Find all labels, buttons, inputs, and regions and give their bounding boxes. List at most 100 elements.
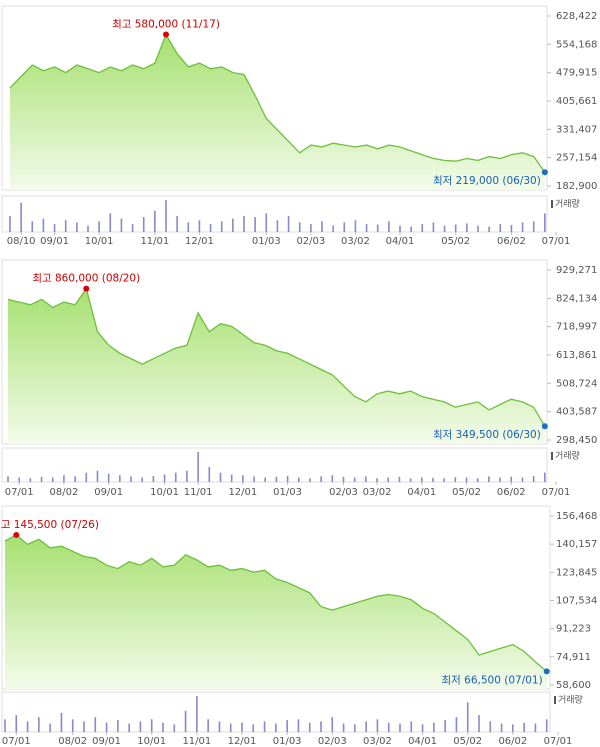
- x-tick-label: 01/03: [252, 236, 281, 247]
- y-tick-label: 58,600: [556, 680, 591, 691]
- volume-bar: [320, 721, 322, 732]
- volume-bar: [309, 478, 311, 482]
- volume-bar: [263, 721, 266, 732]
- volume-bar: [320, 476, 322, 482]
- volume-bar: [76, 222, 78, 232]
- x-tick-label: 05/02: [441, 236, 470, 247]
- volume-bar: [243, 216, 245, 232]
- volume-bar: [521, 477, 524, 482]
- volume-bar: [321, 221, 323, 232]
- high-marker: [163, 31, 169, 38]
- volume-bar: [287, 216, 290, 232]
- volume-label: 거래량: [555, 450, 580, 462]
- volume-bar: [432, 222, 435, 232]
- low-label: 최저 219,000 (06/30): [433, 175, 541, 187]
- x-tick-label: 01/03: [273, 487, 302, 498]
- volume-bar: [163, 474, 166, 482]
- volume-icon: [551, 200, 553, 208]
- volume-bar: [26, 721, 29, 732]
- volume-bar: [510, 225, 513, 232]
- volume-bar: [476, 478, 479, 482]
- volume-bar: [342, 723, 345, 732]
- volume-bar: [120, 218, 123, 232]
- volume-bar: [71, 719, 74, 732]
- volume-bar: [421, 724, 424, 732]
- volume-bar: [31, 221, 34, 232]
- volume-bar: [128, 723, 130, 732]
- volume-bar: [7, 476, 9, 482]
- volume-bar: [534, 723, 537, 732]
- price-line: [9, 33, 546, 173]
- volume-bar: [466, 702, 469, 732]
- volume-bar: [532, 221, 535, 232]
- volume-bar: [286, 476, 289, 482]
- volume-bar: [433, 722, 435, 732]
- volume-bar: [196, 696, 198, 732]
- volume-bar: [376, 478, 378, 482]
- volume-bar: [488, 476, 490, 482]
- x-tick-label: 09/01: [92, 736, 121, 747]
- y-tick-label: 929,271: [556, 265, 597, 276]
- price-line: [4, 534, 548, 672]
- x-tick-label: 08/02: [50, 487, 79, 498]
- volume-bar: [241, 722, 243, 732]
- volume-bar: [107, 473, 110, 482]
- volume-bar: [209, 224, 212, 232]
- volume-bar: [532, 476, 535, 482]
- volume-bar: [265, 213, 268, 232]
- volume-bar: [365, 721, 367, 732]
- volume-bar: [297, 477, 300, 482]
- x-tick-label: 11/01: [182, 736, 211, 747]
- volume-bar: [297, 719, 300, 732]
- volume-bar: [165, 200, 167, 232]
- volume-bar: [455, 717, 458, 732]
- volume-icon: [554, 696, 556, 704]
- volume-bar: [29, 478, 32, 482]
- y-tick-label: 508,724: [556, 378, 597, 389]
- volume-bar: [512, 724, 514, 732]
- volume-bar: [387, 477, 390, 482]
- x-tick-label: 02/03: [318, 736, 347, 747]
- x-tick-label: 01/03: [273, 736, 302, 747]
- high-marker: [13, 531, 20, 538]
- volume-bar: [142, 217, 145, 232]
- y-tick-label: 613,861: [556, 350, 597, 361]
- x-tick-label: 07/01: [542, 487, 571, 498]
- volume-bar: [219, 472, 222, 482]
- volume-bar: [264, 477, 267, 482]
- volume-bar: [242, 475, 244, 482]
- volume-bar: [308, 722, 311, 732]
- volume-frame: [1, 447, 548, 483]
- price-line: [7, 287, 546, 427]
- volume-bar: [152, 476, 155, 482]
- volume-bar: [51, 477, 54, 482]
- x-tick-label: 06/02: [498, 736, 527, 747]
- volume-bar: [186, 470, 188, 482]
- volume-bar: [421, 224, 424, 232]
- volume-bar: [15, 715, 18, 732]
- volume-bar: [4, 719, 6, 732]
- price-area: [8, 288, 545, 444]
- y-tick-label: 107,534: [556, 596, 597, 607]
- volume-bar: [443, 478, 445, 482]
- y-tick-label: 257,154: [556, 153, 597, 164]
- volume-bar: [229, 723, 232, 732]
- volume-bar: [64, 220, 67, 232]
- volume-bar: [74, 476, 76, 482]
- x-tick-label: 03/02: [341, 236, 370, 247]
- x-tick-label: 08/10: [7, 236, 36, 247]
- y-tick-label: 628,422: [556, 11, 597, 22]
- volume-frame: [1, 195, 548, 233]
- y-tick-label: 403,587: [556, 407, 597, 418]
- volume-bar: [162, 722, 164, 732]
- volume-bar: [544, 213, 546, 232]
- y-tick-label: 182,900: [556, 181, 597, 192]
- high-label: 최고 580,000 (11/17): [112, 18, 220, 30]
- volume-label: 거래량: [555, 198, 580, 210]
- volume-bar: [465, 477, 468, 482]
- low-marker: [541, 169, 548, 176]
- volume-bar: [131, 224, 134, 232]
- x-tick-label: 10/01: [150, 487, 179, 498]
- volume-bar: [466, 223, 468, 232]
- volume-bar: [398, 476, 401, 482]
